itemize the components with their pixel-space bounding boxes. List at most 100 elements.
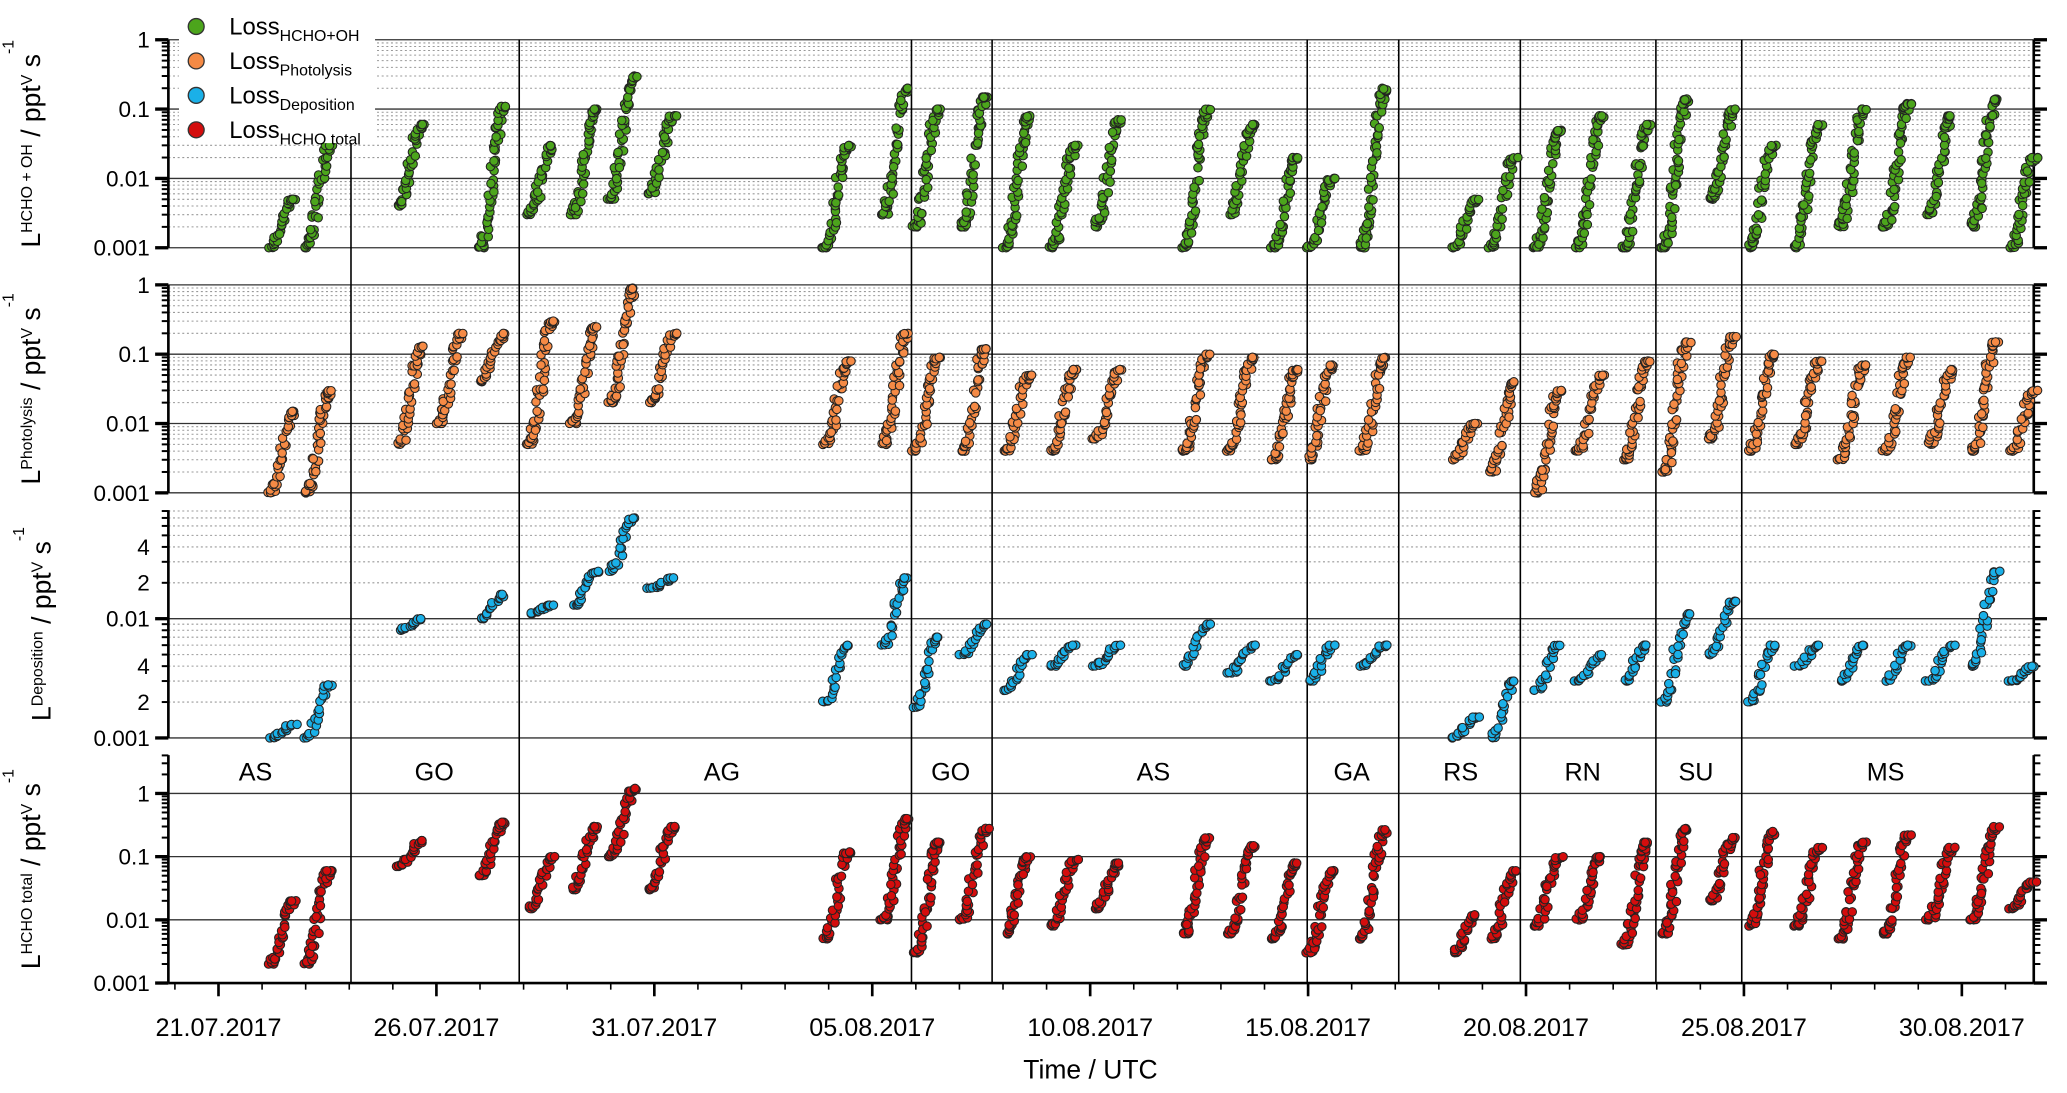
data-point-hcho-oh <box>1189 182 1199 193</box>
data-point-photolysis <box>1633 412 1643 423</box>
data-point-hcho-oh <box>1945 111 1955 121</box>
axes: 10.10.010.00110.10.010.001420.01420.0011… <box>93 28 2048 1042</box>
data-point-deposition <box>1250 640 1260 650</box>
data-point-photolysis <box>1363 415 1374 425</box>
data-point-hcho-total <box>1284 880 1294 890</box>
data-point-hcho-total <box>917 932 927 943</box>
data-point-hcho-oh <box>892 139 903 150</box>
data-point-hcho-oh <box>1752 226 1763 236</box>
x-tick-label: 25.08.2017 <box>1681 1014 1807 1042</box>
data-point-hcho-oh <box>632 71 642 82</box>
data-point-deposition <box>922 664 933 675</box>
data-point-hcho-oh <box>1854 126 1864 137</box>
data-point-hcho-oh <box>922 182 933 193</box>
data-point-hcho-oh <box>1235 167 1245 177</box>
data-point-photolysis <box>1274 441 1285 452</box>
data-point-hcho-oh <box>288 194 298 205</box>
data-point-hcho-oh <box>1103 188 1114 198</box>
data-point-hcho-oh <box>654 165 664 175</box>
data-point-photolysis <box>960 436 971 447</box>
data-point-photolysis <box>1844 431 1855 441</box>
data-point-hcho-total <box>926 892 936 903</box>
data-point-photolysis <box>446 379 456 389</box>
data-point-photolysis <box>834 396 844 406</box>
y-tick-label: 4 <box>137 535 150 560</box>
data-point-hcho-oh <box>1889 184 1899 195</box>
y-tick-label: 0.001 <box>93 236 149 261</box>
data-point-photolysis <box>1191 414 1202 425</box>
data-point-deposition <box>1474 712 1485 722</box>
data-point-hcho-total <box>973 868 983 878</box>
data-point-hcho-oh <box>1247 119 1258 130</box>
data-point-hcho-total <box>1182 919 1192 930</box>
data-point-hcho-oh <box>1104 142 1115 153</box>
data-point-hcho-oh <box>486 178 496 189</box>
data-point-photolysis <box>1378 353 1389 363</box>
data-point-hcho-oh <box>1985 121 1995 132</box>
data-point-photolysis <box>1686 337 1696 348</box>
data-point-hcho-oh <box>1887 215 1897 225</box>
data-point-photolysis <box>970 388 981 398</box>
data-point-hcho-oh <box>613 147 623 158</box>
data-point-hcho-total <box>922 874 933 884</box>
data-point-photolysis <box>1504 412 1514 422</box>
data-point-photolysis <box>1667 457 1677 468</box>
x-tick-label: 20.08.2017 <box>1463 1014 1589 1042</box>
data-point-photolysis <box>575 384 586 394</box>
data-point-photolysis <box>1556 385 1566 396</box>
data-point-photolysis <box>452 352 462 362</box>
data-point-deposition <box>1027 649 1037 660</box>
data-point-photolysis <box>831 415 841 425</box>
data-point-hcho-oh <box>1497 204 1508 214</box>
data-point-hcho-total <box>1235 904 1246 915</box>
data-point-hcho-total <box>984 823 994 834</box>
data-point-hcho-oh <box>1378 84 1389 94</box>
data-point-hcho-total <box>1278 902 1289 912</box>
data-point-photolysis <box>1293 364 1303 375</box>
data-point-hcho-oh <box>928 115 938 126</box>
data-point-photolysis <box>1769 349 1779 360</box>
data-point-hcho-total <box>1012 889 1023 900</box>
data-point-deposition <box>1978 610 1989 621</box>
data-point-photolysis <box>1063 392 1074 402</box>
data-point-hcho-oh <box>1718 129 1729 139</box>
data-point-hcho-oh <box>1889 201 1900 212</box>
data-point-hcho-oh <box>1842 213 1852 224</box>
data-point-hcho-oh <box>1548 159 1558 169</box>
data-point-hcho-oh <box>1193 162 1203 173</box>
y-tick-label: 0.01 <box>106 908 150 933</box>
data-point-hcho-oh <box>1977 203 1987 214</box>
data-point-photolysis <box>1806 382 1816 392</box>
data-point-photolysis <box>1978 422 1988 433</box>
data-point-hcho-oh <box>887 173 897 183</box>
data-point-hcho-oh <box>1670 204 1680 214</box>
data-point-hcho-total <box>619 829 629 840</box>
data-point-deposition <box>1987 586 1998 597</box>
data-point-photolysis <box>887 395 898 405</box>
data-point-photolysis <box>899 328 910 339</box>
data-point-hcho-oh <box>1753 210 1764 220</box>
data-point-photolysis <box>498 328 509 339</box>
data-point-hcho-total <box>962 896 973 907</box>
data-point-hcho-total <box>1326 866 1337 876</box>
data-point-deposition <box>1730 596 1741 607</box>
y-tick-label: 2 <box>137 571 150 596</box>
data-point-photolysis <box>1497 440 1507 451</box>
data-point-hcho-total <box>1318 902 1329 913</box>
data-point-hcho-oh <box>1939 140 1950 150</box>
data-point-deposition <box>1670 668 1681 679</box>
data-point-hcho-oh <box>1361 233 1372 243</box>
data-point-deposition <box>1641 640 1651 650</box>
data-point-photolysis <box>1752 437 1763 448</box>
data-point-hcho-total <box>581 844 592 855</box>
data-point-hcho-oh <box>1070 140 1080 151</box>
data-point-deposition <box>1976 647 1987 658</box>
data-point-photolysis <box>1064 383 1075 394</box>
y-tick-label: 0.01 <box>106 411 150 436</box>
data-point-deposition <box>1508 676 1519 686</box>
y-tick-label: 0.1 <box>119 845 150 870</box>
data-point-hcho-oh <box>888 162 899 172</box>
data-point-deposition <box>323 680 333 690</box>
data-point-deposition <box>1555 640 1565 651</box>
